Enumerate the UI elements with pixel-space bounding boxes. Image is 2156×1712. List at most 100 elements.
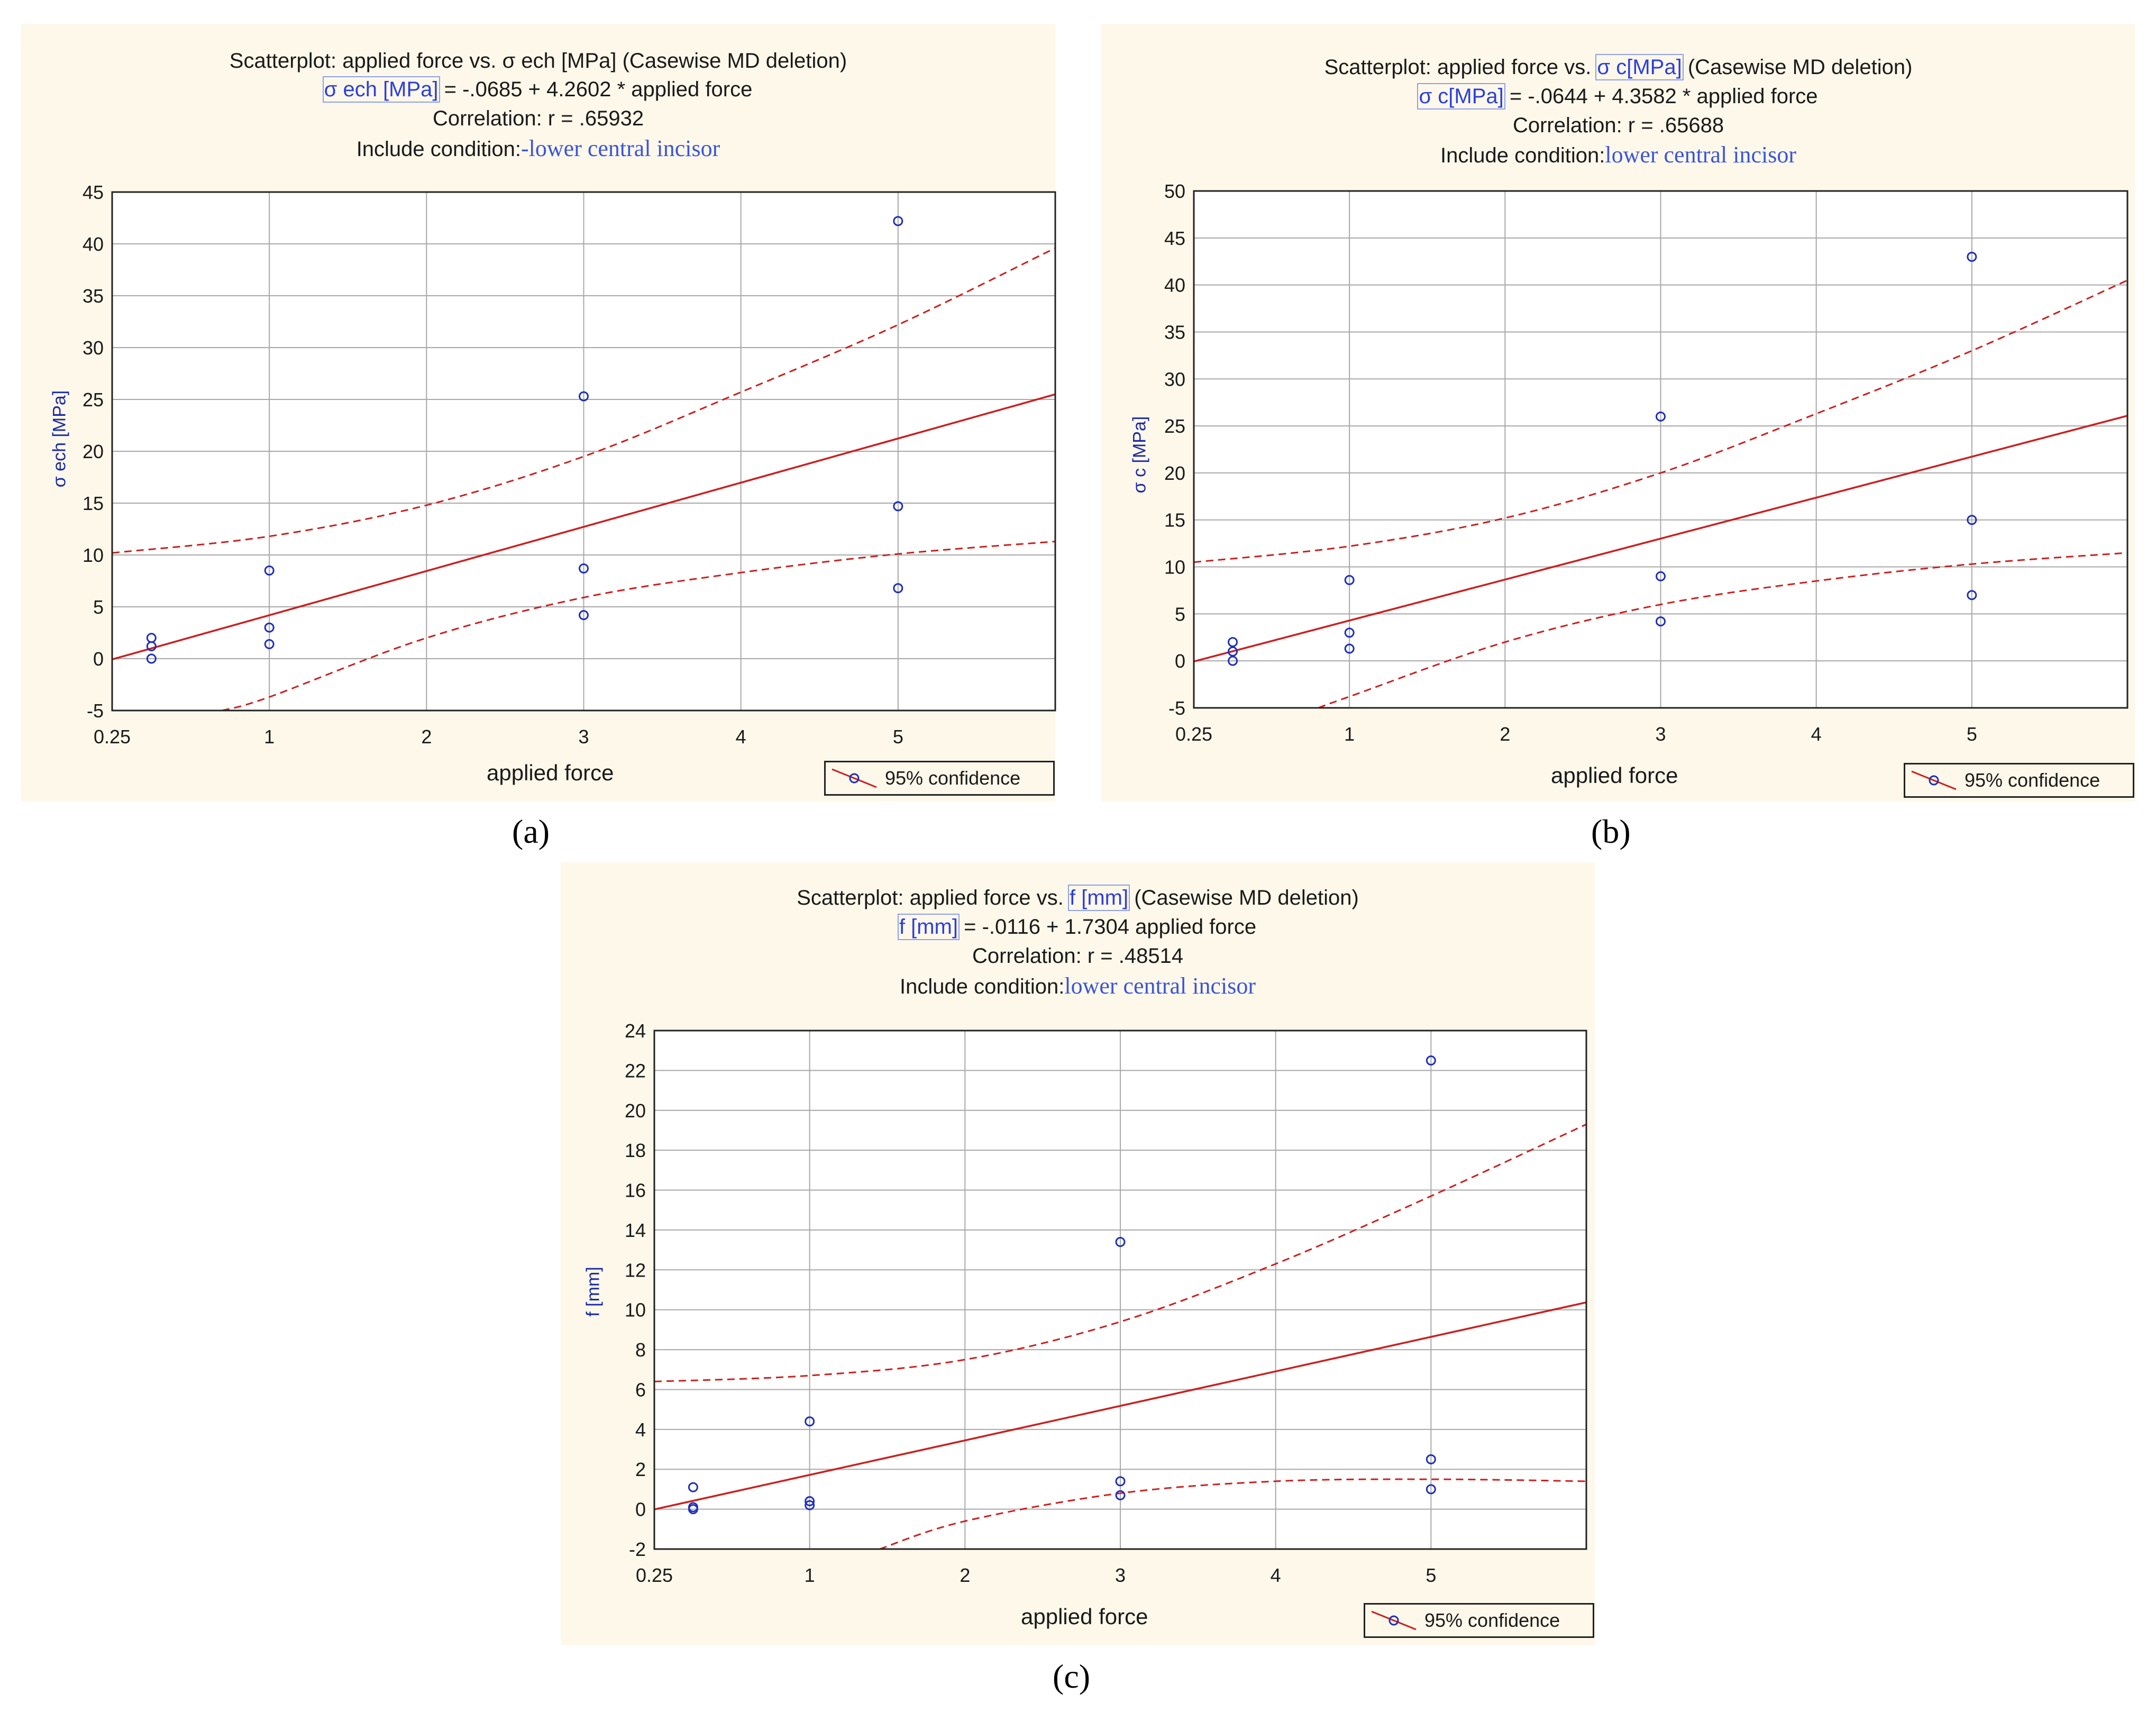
legend-marker-icon [1371, 1610, 1417, 1631]
data-point [805, 1496, 815, 1507]
chart-panel-a: Scatterplot: applied force vs. σ ech [MP… [21, 24, 1056, 802]
equation-rest: = -.0116 + 1.7304 applied force [957, 915, 1257, 939]
include-value: lower central incisor [1605, 142, 1796, 168]
y-tick-label: 25 [1164, 415, 1185, 437]
data-point [1656, 571, 1666, 581]
x-tick-label: 4 [1271, 1564, 1281, 1586]
plot-frame [1193, 190, 2128, 709]
chart-panel-c: Scatterplot: applied force vs. f [mm] (C… [561, 862, 1595, 1645]
legend: 95% confidence [1904, 763, 2134, 798]
data-point [1344, 627, 1355, 638]
chart-title: Scatterplot: applied force vs. σ c[MPa] … [1101, 54, 2135, 80]
x-tick-label: 2 [1500, 723, 1510, 745]
plot-series [112, 247, 1055, 711]
x-tick-label: 0.25 [94, 726, 131, 748]
correlation-text: Correlation: r = .65688 [1512, 114, 1724, 137]
x-tick-label: 1 [264, 726, 275, 748]
include-condition: Include condition:-lower central incisor [21, 135, 1055, 162]
y-tick-label: 6 [635, 1379, 646, 1400]
y-tick-label: 0 [93, 648, 104, 670]
x-tick-label: 0.25 [1175, 723, 1212, 745]
y-tick-label: 14 [625, 1219, 646, 1241]
ci-upper-curve [1194, 279, 2127, 563]
y-tick-label: 20 [625, 1100, 646, 1122]
regression-equation: f [mm] = -.0116 + 1.7304 applied force [561, 914, 1595, 940]
y-tick-label: 30 [83, 337, 104, 359]
include-prefix: Include condition: [900, 975, 1065, 998]
data-point [893, 583, 903, 594]
include-condition: Include condition:lower central incisor [1101, 141, 2135, 168]
y-tick-label: 10 [83, 544, 104, 566]
caption-c: (c) [1053, 1658, 1091, 1695]
regression-line [654, 1301, 1586, 1510]
x-axis-label: applied force [1551, 763, 1678, 788]
x-tick-label: 1 [1344, 723, 1355, 745]
include-value: lower central incisor [1064, 973, 1256, 999]
data-point [1228, 655, 1238, 666]
y-tick-label: 35 [1164, 321, 1185, 343]
data-point [146, 641, 157, 651]
data-point [579, 563, 589, 573]
y-tick-label: 40 [83, 233, 104, 255]
y-tick-label: 25 [83, 389, 104, 411]
data-point [1426, 1484, 1436, 1495]
y-axis-label: σ c [MPa] [1129, 416, 1150, 494]
y-tick-label: 18 [625, 1140, 646, 1161]
data-point [893, 216, 903, 226]
title-variable: σ c[MPa] [1595, 54, 1684, 80]
y-tick-label: 8 [635, 1339, 646, 1361]
data-point [1115, 1490, 1126, 1500]
ci-lower-curve [222, 541, 1055, 711]
y-tick-label: 22 [625, 1060, 646, 1081]
y-axis-label: σ ech [MPa] [49, 390, 70, 488]
data-point [688, 1482, 698, 1492]
title-part-3: (Casewise MD deletion) [1128, 886, 1359, 909]
data-point [1656, 616, 1666, 627]
equation-rest: = -.0644 + 4.3582 * applied force [1503, 85, 1818, 108]
x-tick-label: 0.25 [636, 1564, 673, 1586]
ci-upper-curve [654, 1123, 1586, 1382]
data-point [805, 1500, 815, 1510]
y-tick-label: -5 [87, 700, 104, 722]
regression-line [1194, 415, 2127, 663]
x-tick-label: 5 [1426, 1564, 1436, 1586]
y-tick-label: 35 [83, 285, 104, 307]
y-tick-label: 12 [625, 1259, 646, 1281]
y-tick-label: 16 [625, 1180, 646, 1201]
legend: 95% confidence [824, 761, 1055, 796]
y-tick-label: 40 [1164, 275, 1185, 296]
data-point [264, 622, 275, 633]
data-point [688, 1504, 698, 1515]
include-value: -lower central incisor [521, 135, 720, 161]
y-tick-label: 30 [1164, 368, 1185, 390]
include-condition: Include condition:lower central incisor [561, 972, 1595, 999]
x-tick-label: 3 [1655, 723, 1666, 745]
y-tick-label: -5 [1168, 697, 1185, 719]
plot-frame [653, 1030, 1587, 1550]
chart-title: Scatterplot: applied force vs. σ ech [MP… [229, 49, 847, 72]
chart-title: Scatterplot: applied force vs. f [mm] (C… [561, 885, 1595, 911]
x-tick-label: 4 [1811, 723, 1822, 745]
x-tick-label: 3 [1115, 1564, 1126, 1586]
data-point [1656, 411, 1666, 422]
include-prefix: Include condition: [356, 138, 522, 161]
y-tick-label: 20 [83, 441, 104, 462]
y-tick-label: 50 [1164, 180, 1185, 202]
y-tick-label: 45 [1164, 227, 1185, 249]
x-tick-label: 5 [893, 726, 903, 748]
x-tick-label: 1 [805, 1564, 815, 1586]
data-point [264, 639, 275, 650]
equation-variable: σ c[MPa] [1417, 83, 1505, 110]
data-point [1426, 1055, 1436, 1066]
legend-label: 95% confidence [885, 767, 1021, 789]
plot-frame [111, 191, 1056, 712]
caption-b: (b) [1591, 813, 1631, 850]
data-point [579, 610, 589, 621]
y-tick-label: 2 [635, 1459, 646, 1480]
y-tick-label: 0 [635, 1499, 646, 1520]
y-tick-label: 0 [1175, 650, 1185, 672]
x-tick-label: 4 [736, 726, 746, 748]
correlation-text: Correlation: r = .65932 [432, 107, 644, 130]
y-tick-label: 24 [625, 1020, 646, 1042]
